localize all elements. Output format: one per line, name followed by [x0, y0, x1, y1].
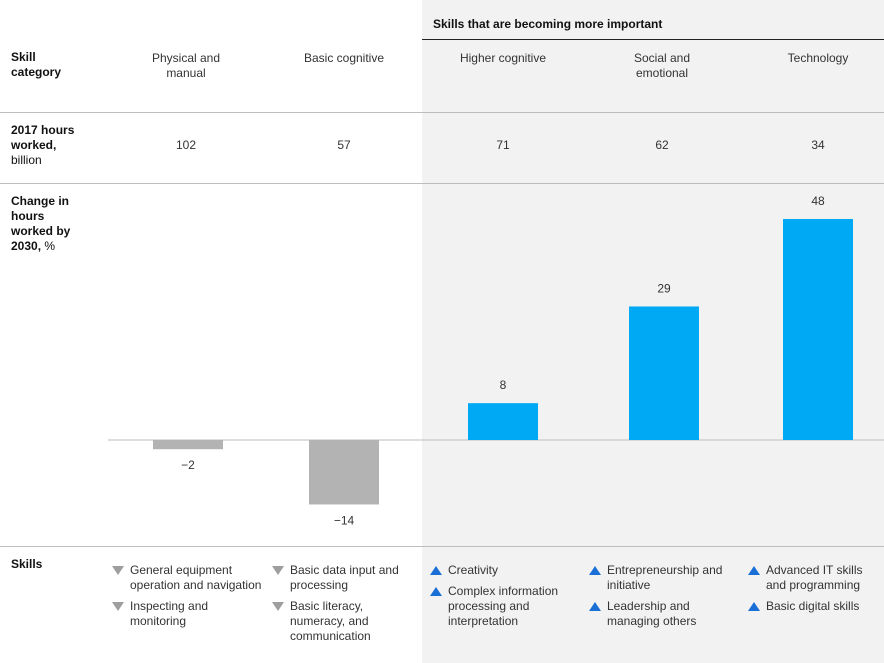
- column-header-social-emotional: Social and emotional: [633, 51, 691, 80]
- skill-item: Leadership and managing others: [589, 599, 729, 629]
- triangle-up-icon: [589, 566, 601, 575]
- hours-technology: 34: [811, 138, 825, 152]
- bar-value-label-1: −14: [334, 513, 355, 527]
- triangle-up-icon: [748, 602, 760, 611]
- triangle-down-icon: [272, 566, 284, 575]
- row-label-change-unit: %: [44, 239, 56, 253]
- row-label-hours-unit: billion: [11, 153, 42, 167]
- divider-2: [0, 183, 884, 184]
- skills-list-higher-cognitive: Creativity Complex information processin…: [430, 563, 580, 635]
- skill-item: Basic data input and processing: [272, 563, 412, 593]
- row-label-skills: Skills: [11, 557, 43, 571]
- bar-0: [153, 440, 223, 450]
- column-header-physical: Physical and manual: [151, 51, 221, 80]
- skill-item: Creativity: [430, 563, 580, 578]
- skills-list-physical: General equipment operation and navigati…: [112, 563, 262, 635]
- bar-2: [468, 403, 538, 440]
- skills-list-technology: Advanced IT skills and programming Basic…: [748, 563, 880, 620]
- skill-item: Basic digital skills: [748, 599, 880, 614]
- hours-higher-cognitive: 71: [496, 138, 510, 152]
- column-header-technology: Technology: [787, 51, 849, 65]
- skills-list-basic-cognitive: Basic data input and processing Basic li…: [272, 563, 412, 650]
- row-label-skill-category: Skill category: [11, 50, 62, 79]
- skills-list-social-emotional: Entrepreneurship and initiative Leadersh…: [589, 563, 729, 635]
- hours-physical: 102: [175, 138, 197, 152]
- row-label-change-bold: Change in hours worked by 2030,: [11, 194, 71, 253]
- triangle-down-icon: [112, 566, 124, 575]
- row-label-hours: 2017 hours worked, billion: [11, 123, 86, 168]
- bar-value-label-4: 48: [811, 194, 825, 208]
- triangle-down-icon: [112, 602, 124, 611]
- bar-3: [629, 306, 699, 440]
- hours-social-emotional: 62: [655, 138, 669, 152]
- triangle-up-icon: [589, 602, 601, 611]
- bar-4: [783, 219, 853, 440]
- row-label-hours-bold: 2017 hours worked,: [11, 123, 75, 152]
- skill-item: Complex information processing and inter…: [430, 584, 580, 629]
- bar-value-label-0: −2: [181, 458, 195, 472]
- triangle-down-icon: [272, 602, 284, 611]
- important-skills-rule: [422, 39, 884, 40]
- bar-value-label-3: 29: [657, 281, 671, 295]
- bar-value-label-2: 8: [500, 378, 507, 392]
- skill-item: Basic literacy, numeracy, and communicat…: [272, 599, 412, 644]
- triangle-up-icon: [430, 566, 442, 575]
- divider-3: [0, 546, 884, 547]
- skill-item: Inspecting and monitoring: [112, 599, 262, 629]
- skill-item: Entrepreneurship and initiative: [589, 563, 729, 593]
- row-label-change: Change in hours worked by 2030, %: [11, 194, 86, 254]
- divider-1: [0, 112, 884, 113]
- important-skills-title: Skills that are becoming more important: [433, 17, 663, 31]
- bar-1: [309, 440, 379, 505]
- column-header-basic-cognitive: Basic cognitive: [303, 51, 385, 65]
- skill-item: Advanced IT skills and programming: [748, 563, 880, 593]
- column-header-higher-cognitive: Higher cognitive: [459, 51, 547, 65]
- skill-item: General equipment operation and navigati…: [112, 563, 262, 593]
- hours-basic-cognitive: 57: [337, 138, 351, 152]
- triangle-up-icon: [748, 566, 760, 575]
- triangle-up-icon: [430, 587, 442, 596]
